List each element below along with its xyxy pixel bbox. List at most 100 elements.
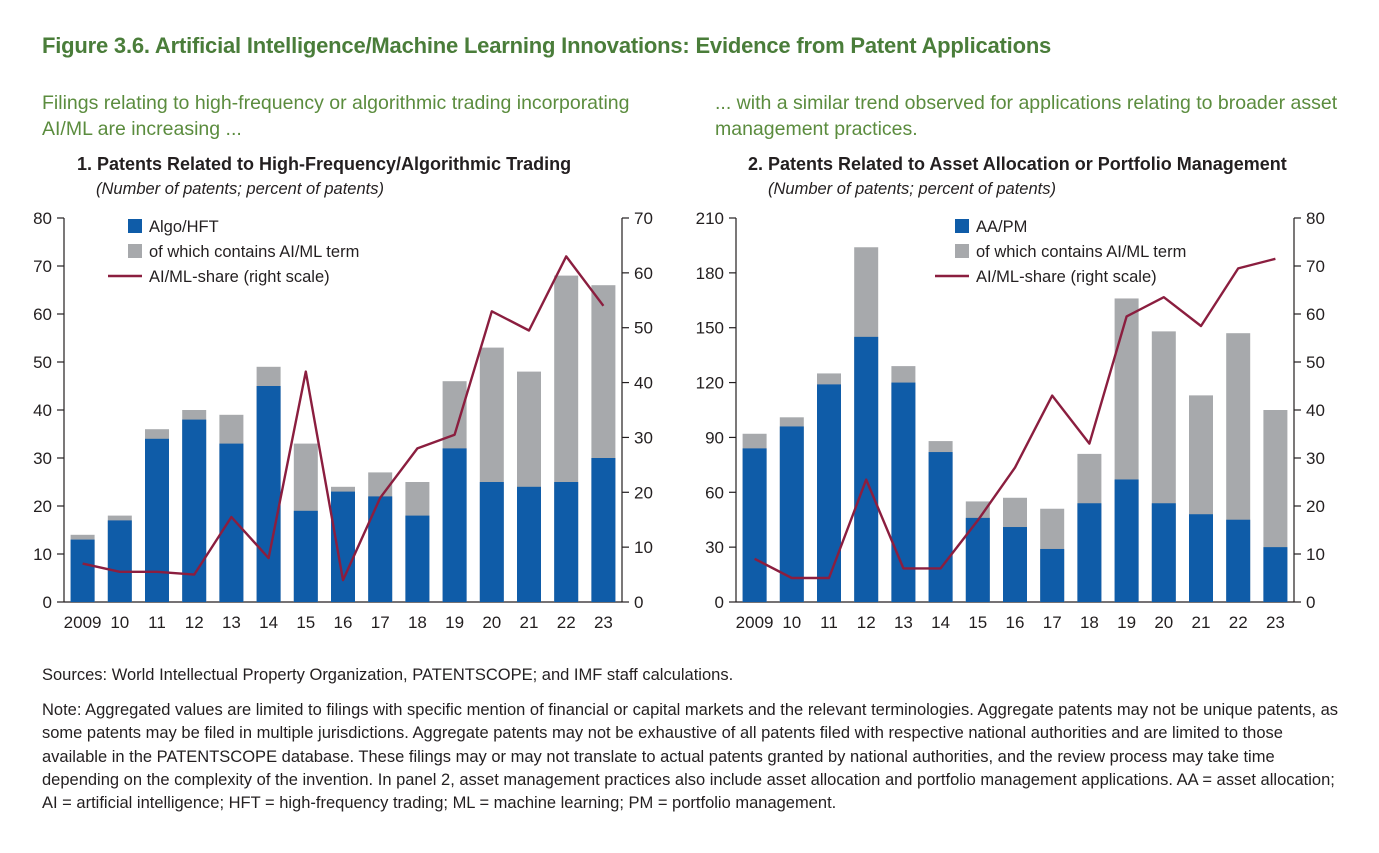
x-tick-label: 10 [782, 613, 801, 632]
y-tick-label-right: 0 [1306, 593, 1315, 612]
x-tick-label: 22 [557, 613, 576, 632]
legend-label-total: of which contains AI/ML term [976, 243, 1186, 261]
x-tick-label: 18 [1080, 613, 1099, 632]
y-tick-label-right: 70 [1306, 257, 1325, 276]
x-tick-label: 18 [408, 613, 427, 632]
x-tick-label: 22 [1229, 613, 1248, 632]
bar-base [1189, 514, 1213, 602]
legend-label-line: AI/ML-share (right scale) [976, 268, 1157, 286]
x-tick-label: 17 [1043, 613, 1062, 632]
legend-swatch-total [955, 244, 969, 258]
bar-base [256, 386, 281, 602]
y-tick-label-right: 30 [634, 428, 653, 447]
bar-base [107, 520, 132, 602]
chart-panel-1: 1. Patents Related to High-Frequency/Alg… [0, 150, 660, 640]
x-tick-label: 12 [857, 613, 876, 632]
note-text: Note: Aggregated values are limited to f… [42, 701, 1338, 813]
bar-base [591, 458, 616, 602]
bar-base [182, 419, 207, 602]
x-tick-label: 12 [185, 613, 204, 632]
y-tick-label-right: 80 [1306, 209, 1325, 228]
y-tick-label-left: 60 [705, 483, 724, 502]
y-tick-label-left: 120 [696, 374, 724, 393]
x-tick-label: 11 [148, 613, 166, 632]
bar-base [368, 496, 393, 602]
x-tick-label: 2009 [64, 613, 102, 632]
chart-title: 1. Patents Related to High-Frequency/Alg… [77, 154, 571, 174]
y-tick-label-left: 90 [705, 428, 724, 447]
x-tick-label: 14 [259, 613, 278, 632]
share-line [82, 255, 605, 582]
bar-base [1003, 527, 1027, 602]
x-tick-label: 21 [520, 613, 539, 632]
legend-swatch-base [128, 219, 142, 233]
y-tick-label-right: 40 [1306, 401, 1325, 420]
legend-swatch-base [955, 219, 969, 233]
y-tick-label-right: 60 [1306, 305, 1325, 324]
x-tick-label: 23 [1266, 613, 1285, 632]
x-tick-label: 16 [334, 613, 353, 632]
y-tick-label-left: 0 [43, 593, 52, 612]
bar-base [1114, 479, 1139, 602]
y-tick-label-left: 60 [33, 305, 52, 324]
legend-label-base: Algo/HFT [149, 218, 219, 236]
bar-base [517, 486, 541, 602]
bar-base [1040, 548, 1065, 602]
x-tick-label: 23 [594, 613, 613, 632]
y-tick-label-right: 10 [1306, 545, 1325, 564]
bar-base [554, 482, 579, 602]
y-tick-label-right: 50 [1306, 353, 1325, 372]
y-tick-label-right: 40 [634, 374, 653, 393]
y-tick-label-left: 150 [696, 319, 724, 338]
x-tick-label: 11 [820, 613, 838, 632]
subhead-left: Filings relating to high-frequency or al… [42, 92, 630, 140]
x-tick-label: 21 [1192, 613, 1211, 632]
y-tick-label-right: 10 [634, 538, 653, 557]
bar-base [219, 443, 244, 602]
y-tick-label-left: 40 [33, 401, 52, 420]
y-tick-label-left: 30 [33, 449, 52, 468]
subhead-right: ... with a similar trend observed for ap… [715, 92, 1338, 140]
bar-base [817, 384, 841, 602]
x-tick-label: 19 [445, 613, 464, 632]
legend-label-line: AI/ML-share (right scale) [149, 268, 330, 286]
bar-base [854, 336, 879, 602]
chart-subtitle: (Number of patents; percent of patents) [96, 180, 384, 198]
bar-base [479, 482, 504, 602]
y-tick-label-right: 60 [634, 264, 653, 283]
bar-base [70, 539, 95, 602]
chart-panel-2: 2. Patents Related to Asset Allocation o… [672, 150, 1332, 640]
bar-base [928, 452, 953, 602]
legend-swatch-total [128, 244, 142, 258]
y-tick-label-left: 80 [33, 209, 52, 228]
bar-base [779, 426, 804, 602]
y-tick-label-left: 20 [33, 497, 52, 516]
chart-1-svg: 1. Patents Related to High-Frequency/Alg… [33, 154, 653, 632]
bar-base [331, 491, 355, 602]
y-tick-label-right: 20 [1306, 497, 1325, 516]
x-tick-label: 20 [482, 613, 501, 632]
figure-title: Figure 3.6. Artificial Intelligence/Mach… [42, 33, 1052, 58]
chart-subtitle: (Number of patents; percent of patents) [768, 180, 1056, 198]
x-tick-label: 20 [1154, 613, 1173, 632]
y-tick-label-right: 20 [634, 483, 653, 502]
bar-base [1226, 519, 1251, 602]
y-tick-label-left: 0 [715, 593, 724, 612]
y-tick-label-left: 180 [696, 264, 724, 283]
x-tick-label: 15 [968, 613, 987, 632]
bar-base [293, 510, 318, 602]
y-tick-label-right: 0 [634, 593, 643, 612]
y-tick-label-left: 30 [705, 538, 724, 557]
y-tick-label-left: 210 [696, 209, 724, 228]
y-tick-label-left: 50 [33, 353, 52, 372]
y-tick-label-right: 70 [634, 209, 653, 228]
x-tick-label: 14 [931, 613, 950, 632]
y-tick-label-left: 10 [33, 545, 52, 564]
sources-text: Sources: World Intellectual Property Org… [42, 666, 734, 684]
x-tick-label: 19 [1117, 613, 1136, 632]
x-tick-label: 13 [222, 613, 241, 632]
y-tick-label-right: 30 [1306, 449, 1325, 468]
y-tick-label-right: 50 [634, 319, 653, 338]
bar-base [145, 438, 169, 602]
bar-base [442, 448, 467, 602]
